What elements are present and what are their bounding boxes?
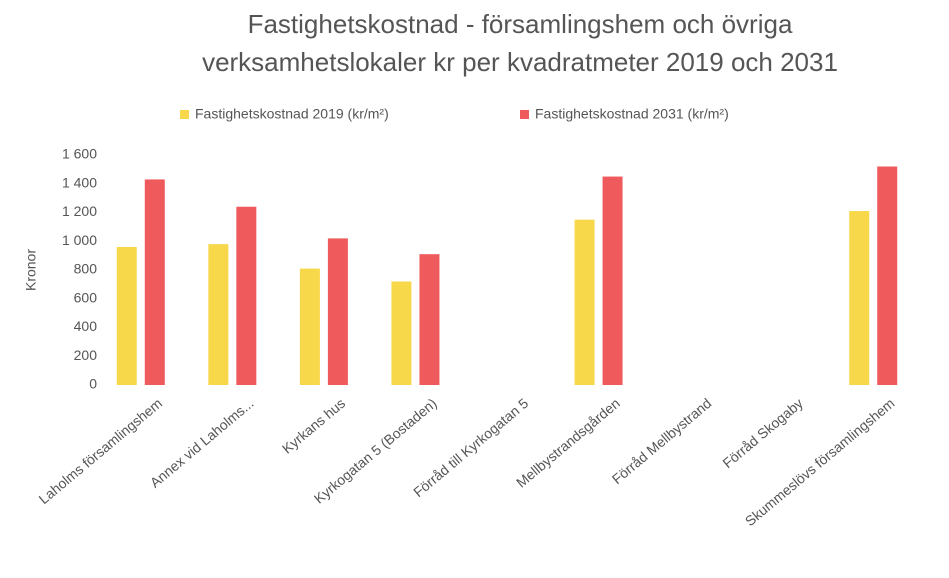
y-tick-label: 600 bbox=[74, 289, 98, 305]
y-tick-label: 0 bbox=[89, 376, 97, 392]
bar bbox=[391, 281, 412, 385]
y-axis-label: Kronor bbox=[23, 249, 39, 291]
legend-label: Fastighetskostnad 2031 (kr/m²) bbox=[535, 106, 729, 122]
bar bbox=[574, 219, 595, 385]
bar bbox=[116, 247, 137, 385]
y-tick-label: 1 400 bbox=[62, 174, 97, 190]
bar bbox=[602, 176, 623, 385]
legend-label: Fastighetskostnad 2019 (kr/m²) bbox=[195, 106, 389, 122]
y-tick-label: 400 bbox=[74, 318, 98, 334]
x-tick-label: Annex vid Laholms... bbox=[147, 395, 257, 491]
y-tick-label: 200 bbox=[74, 347, 98, 363]
chart-title: Fastighetskostnad - församlingshem och ö… bbox=[202, 9, 838, 77]
legend-swatch bbox=[520, 110, 529, 119]
bar bbox=[236, 206, 257, 385]
x-tick-label: Laholms församlingshem bbox=[36, 395, 166, 507]
bar bbox=[877, 166, 898, 385]
y-tick-label: 1 000 bbox=[62, 232, 97, 248]
y-tick-label: 1 200 bbox=[62, 203, 97, 219]
bar bbox=[849, 211, 870, 385]
x-tick-label: Skummeslövs församlingshem bbox=[742, 395, 898, 529]
x-tick-label: Mellbystrandsgården bbox=[513, 395, 623, 491]
x-tick-label: Kyrkans hus bbox=[279, 395, 348, 457]
x-tick-label: Förråd Skogaby bbox=[719, 395, 806, 471]
x-tick-label: Förråd Mellbystrand bbox=[609, 395, 715, 487]
bar bbox=[208, 244, 229, 385]
bar bbox=[144, 179, 165, 385]
bar bbox=[327, 238, 348, 385]
legend-swatch bbox=[180, 110, 189, 119]
bar bbox=[299, 268, 320, 385]
y-tick-label: 800 bbox=[74, 261, 98, 277]
bar bbox=[419, 254, 440, 385]
y-tick-label: 1 600 bbox=[62, 146, 97, 162]
